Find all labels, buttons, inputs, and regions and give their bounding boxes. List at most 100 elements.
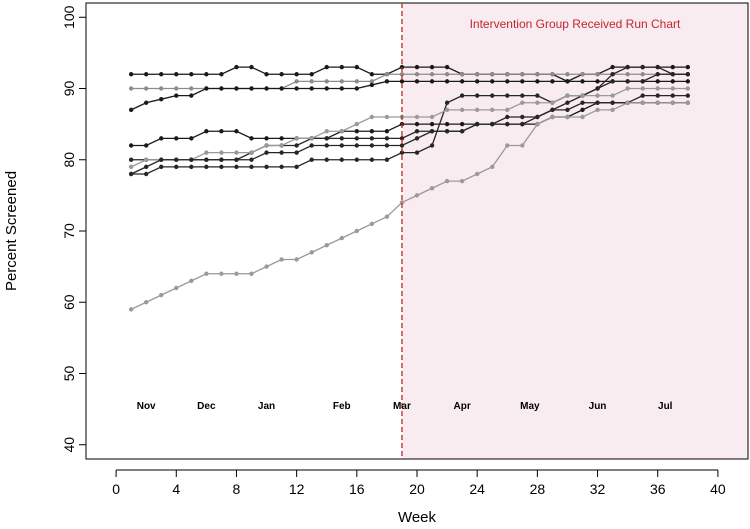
data-point (294, 143, 299, 148)
data-point (399, 136, 405, 141)
data-point (219, 72, 224, 77)
data-point (143, 157, 149, 162)
data-point (128, 307, 134, 312)
y-tick-label: 90 (61, 81, 77, 97)
month-label: Mar (393, 401, 411, 412)
data-point (249, 64, 254, 70)
data-point (384, 72, 390, 77)
data-point (174, 136, 179, 141)
month-label: Jun (589, 401, 607, 412)
data-point (189, 72, 194, 77)
data-point (520, 114, 525, 120)
data-point (384, 214, 390, 219)
data-point (459, 129, 465, 134)
data-point (324, 243, 329, 248)
data-point (459, 178, 465, 184)
data-point (264, 264, 269, 269)
data-point (324, 157, 329, 162)
data-point (655, 93, 660, 98)
data-point (354, 64, 360, 70)
data-point (565, 72, 570, 77)
data-point (625, 86, 630, 91)
data-point (429, 186, 435, 191)
data-point (234, 129, 239, 134)
data-point (279, 72, 284, 77)
data-point (490, 107, 495, 113)
series-layer (128, 64, 691, 312)
data-point (625, 72, 630, 77)
data-point (249, 164, 254, 170)
data-point (189, 93, 194, 98)
data-point (128, 143, 134, 148)
data-point (595, 100, 600, 105)
x-tick-label: 0 (112, 481, 120, 497)
data-point (354, 143, 360, 148)
data-point (444, 178, 450, 184)
data-point (369, 221, 375, 227)
data-point (520, 100, 525, 105)
data-point (369, 79, 375, 84)
data-point (339, 136, 344, 141)
data-point (655, 72, 660, 77)
data-point (204, 157, 209, 162)
month-label: Jul (658, 401, 673, 412)
data-point (550, 107, 555, 113)
data-point (474, 171, 480, 177)
data-point (309, 72, 314, 77)
data-point (444, 121, 450, 127)
data-point (249, 150, 254, 155)
x-axis: 0 4 8 12 16 20 24 28 32 36 40 (112, 469, 726, 497)
data-point (354, 136, 360, 141)
data-point (444, 72, 450, 77)
data-point (219, 271, 224, 276)
data-point (490, 79, 495, 84)
data-point (354, 129, 360, 134)
data-point (339, 157, 344, 162)
data-point (174, 72, 179, 77)
data-point (444, 129, 450, 134)
data-point (384, 157, 390, 162)
data-point (565, 100, 570, 105)
data-point (685, 86, 691, 91)
data-point (369, 136, 375, 141)
data-point (279, 150, 284, 155)
data-point (595, 72, 600, 77)
data-point (204, 129, 209, 134)
data-point (354, 121, 360, 127)
data-point (219, 86, 224, 91)
data-point (279, 136, 284, 141)
data-point (234, 164, 239, 170)
data-point (505, 114, 510, 120)
data-point (369, 114, 375, 120)
month-label: Feb (333, 401, 351, 412)
data-point (610, 107, 615, 113)
data-point (264, 164, 269, 170)
data-point (429, 72, 435, 77)
data-point (610, 93, 615, 98)
data-point (384, 143, 390, 148)
data-point (189, 86, 194, 91)
data-point (640, 72, 645, 77)
data-point (414, 79, 420, 84)
data-point (565, 79, 570, 84)
data-point (369, 72, 375, 77)
data-point (474, 93, 480, 98)
series-line (131, 102, 688, 147)
data-point (459, 121, 465, 127)
data-point (474, 121, 480, 127)
data-point (595, 107, 600, 113)
data-point (505, 79, 510, 84)
data-point (595, 86, 600, 91)
data-point (444, 79, 450, 84)
data-point (535, 114, 540, 120)
data-point (204, 72, 209, 77)
data-point (670, 64, 675, 70)
data-point (655, 86, 660, 91)
x-tick-label: 8 (233, 481, 241, 497)
data-point (324, 136, 329, 141)
data-point (685, 100, 691, 105)
data-point (610, 79, 615, 84)
data-point (204, 150, 209, 155)
data-point (219, 157, 224, 162)
data-point (174, 164, 179, 170)
